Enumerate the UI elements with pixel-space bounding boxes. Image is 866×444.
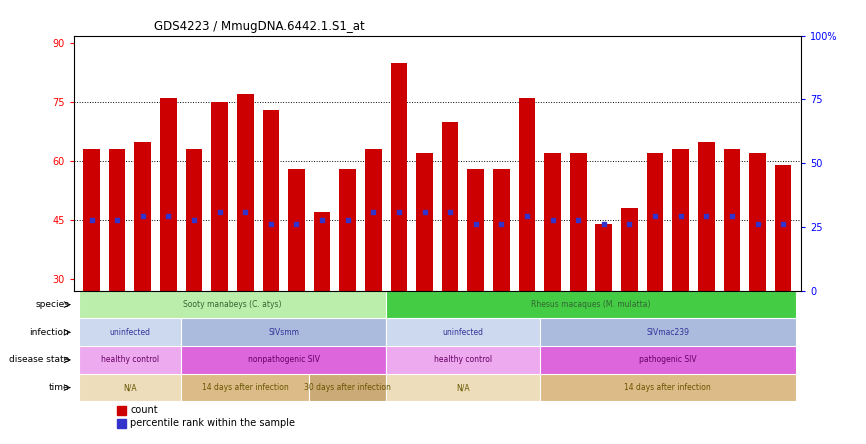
Bar	[160, 99, 177, 291]
Point	[392, 209, 406, 216]
Text: uninfected: uninfected	[443, 328, 483, 337]
Bar	[386, 318, 540, 346]
Point	[469, 221, 482, 228]
Bar	[493, 169, 510, 291]
Text: Sooty manabeys (C. atys): Sooty manabeys (C. atys)	[184, 300, 281, 309]
Bar	[365, 150, 382, 291]
Text: N/A: N/A	[123, 383, 137, 392]
Bar	[621, 208, 637, 291]
Bar	[109, 150, 126, 291]
Bar	[288, 169, 305, 291]
Bar	[83, 150, 100, 291]
Point	[85, 217, 99, 224]
Bar	[79, 346, 181, 374]
Bar	[211, 102, 228, 291]
Bar	[134, 142, 151, 291]
Point	[315, 217, 329, 224]
Point	[648, 213, 662, 220]
Text: N/A: N/A	[456, 383, 469, 392]
Bar	[540, 374, 796, 401]
Text: 14 days after infection: 14 days after infection	[202, 383, 288, 392]
Text: SIVmac239: SIVmac239	[646, 328, 689, 337]
Bar	[79, 291, 386, 318]
Text: time: time	[48, 383, 69, 392]
Point	[700, 213, 714, 220]
Text: infection: infection	[29, 328, 69, 337]
Bar	[540, 318, 796, 346]
Text: disease state: disease state	[9, 356, 69, 365]
Bar	[544, 153, 561, 291]
Bar	[79, 318, 181, 346]
Bar	[79, 374, 181, 401]
Bar	[386, 346, 540, 374]
Point	[366, 209, 380, 216]
Point	[289, 221, 303, 228]
Bar	[117, 406, 126, 415]
Point	[340, 217, 354, 224]
Text: Rhesus macaques (M. mulatta): Rhesus macaques (M. mulatta)	[531, 300, 650, 309]
Text: nonpathogenic SIV: nonpathogenic SIV	[248, 356, 320, 365]
Text: pathogenic SIV: pathogenic SIV	[639, 356, 696, 365]
Text: healthy control: healthy control	[434, 356, 492, 365]
Point	[264, 221, 278, 228]
Text: GDS4223 / MmugDNA.6442.1.S1_at: GDS4223 / MmugDNA.6442.1.S1_at	[154, 20, 365, 33]
Text: percentile rank within the sample: percentile rank within the sample	[131, 418, 295, 428]
Bar	[386, 374, 540, 401]
Text: uninfected: uninfected	[109, 328, 151, 337]
Bar	[672, 150, 689, 291]
Bar	[262, 110, 279, 291]
Bar	[570, 153, 586, 291]
Point	[776, 221, 790, 228]
Bar	[313, 212, 331, 291]
Point	[751, 221, 765, 228]
Point	[623, 221, 637, 228]
Bar	[237, 95, 254, 291]
Bar	[181, 374, 309, 401]
Text: 30 days after infection: 30 days after infection	[304, 383, 391, 392]
Point	[546, 217, 559, 224]
Bar	[181, 346, 386, 374]
Bar	[185, 150, 203, 291]
Point	[187, 217, 201, 224]
Point	[725, 213, 739, 220]
Point	[494, 221, 508, 228]
Bar	[596, 224, 612, 291]
Point	[443, 209, 457, 216]
Bar	[749, 153, 766, 291]
Bar	[386, 291, 796, 318]
Bar	[442, 122, 458, 291]
Text: 14 days after infection: 14 days after infection	[624, 383, 711, 392]
Text: count: count	[131, 404, 158, 415]
Point	[238, 209, 252, 216]
Bar	[309, 374, 386, 401]
Point	[572, 217, 585, 224]
Bar	[417, 153, 433, 291]
Bar	[647, 153, 663, 291]
Bar	[724, 150, 740, 291]
Point	[674, 213, 688, 220]
Text: SIVsmm: SIVsmm	[268, 328, 299, 337]
Bar	[519, 99, 535, 291]
Bar	[339, 169, 356, 291]
Bar	[181, 318, 386, 346]
Point	[136, 213, 150, 220]
Point	[417, 209, 431, 216]
Point	[161, 213, 175, 220]
Bar	[698, 142, 714, 291]
Bar	[391, 63, 407, 291]
Text: healthy control: healthy control	[101, 356, 159, 365]
Bar	[117, 419, 126, 428]
Text: species: species	[36, 300, 69, 309]
Bar	[468, 169, 484, 291]
Point	[213, 209, 227, 216]
Point	[110, 217, 124, 224]
Bar	[540, 346, 796, 374]
Bar	[775, 165, 792, 291]
Point	[597, 221, 611, 228]
Point	[520, 213, 534, 220]
